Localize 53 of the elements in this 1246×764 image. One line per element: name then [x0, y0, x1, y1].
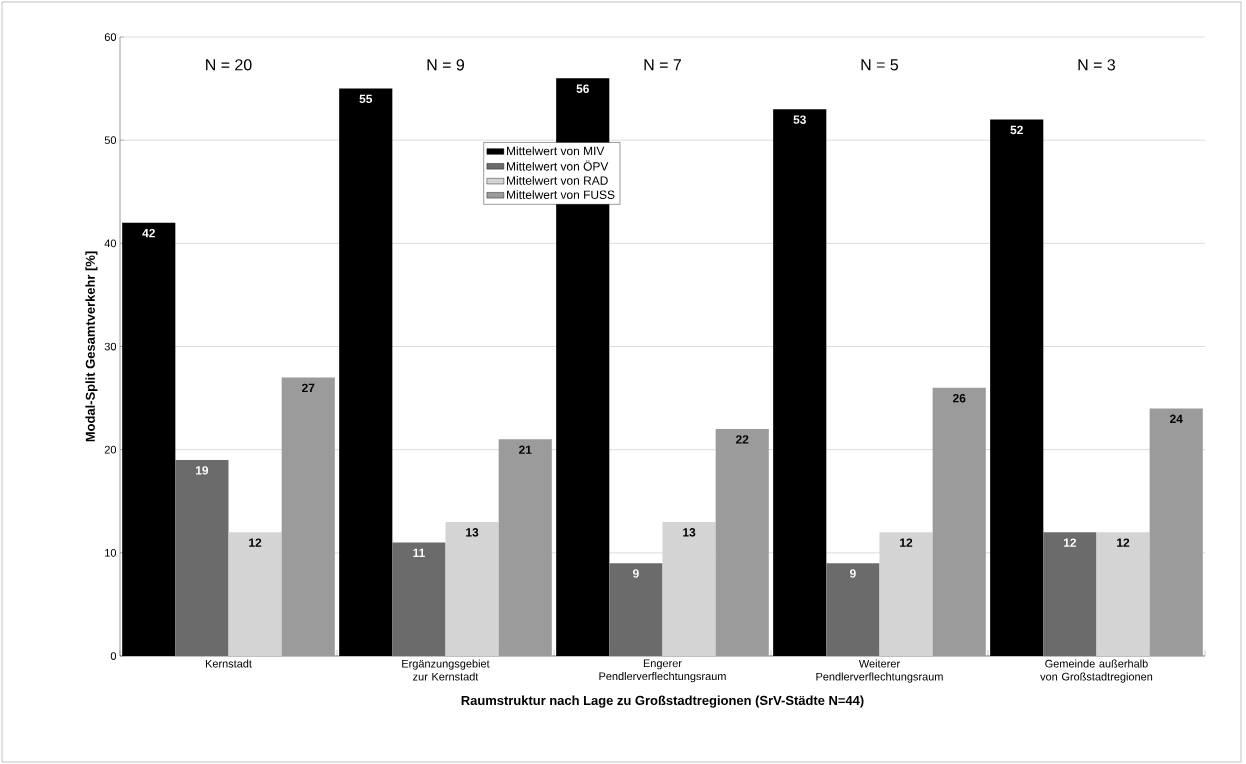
y-tick-label: 20: [104, 445, 117, 454]
x-tick-label: Weiterer Pendlerverflechtungsraum: [816, 659, 943, 683]
data-label: 9: [849, 569, 856, 578]
data-label: 13: [466, 528, 479, 537]
annotation: N = 20: [206, 59, 252, 71]
bar: [175, 459, 229, 656]
data-label: 56: [576, 84, 589, 93]
data-label: 12: [1117, 538, 1130, 547]
data-label: 13: [683, 528, 696, 537]
data-label: 55: [359, 94, 373, 104]
data-label: 12: [249, 538, 262, 547]
data-label: 22: [736, 435, 749, 444]
data-label: 21: [519, 445, 532, 454]
annotation: N = 3: [1078, 59, 1116, 71]
data-label: 12: [900, 538, 913, 547]
data-label: 12: [1063, 538, 1077, 547]
bar: [228, 532, 282, 656]
data-label: 42: [142, 228, 155, 238]
y-tick-label: 50: [104, 136, 117, 145]
annotation: N = 7: [644, 59, 681, 71]
x-tick-label: Kernstadt: [205, 659, 252, 668]
data-label: 19: [196, 466, 209, 475]
y-tick-label: 0: [110, 652, 117, 660]
annotation: N = 5: [861, 59, 899, 71]
legend-label: Mittelwert von FUSS: [507, 190, 615, 199]
data-label: 11: [413, 548, 425, 557]
data-label: 24: [1169, 414, 1183, 423]
annotation: N = 9: [427, 59, 464, 71]
data-label: 52: [1010, 125, 1023, 135]
legend-label: Mittelwert von MIV: [507, 146, 605, 156]
x-tick-label: Ergänzungsgebiet zur Kernstadt: [402, 659, 490, 681]
bar: [662, 521, 716, 656]
y-tick-label: 60: [104, 33, 117, 41]
bar: [1043, 532, 1097, 656]
bar: [445, 521, 499, 656]
bar: [1096, 532, 1150, 656]
legend-label: Mittelwert von ÖPV: [507, 160, 609, 171]
data-label: 27: [302, 383, 315, 392]
data-label: 26: [952, 393, 966, 403]
y-tick-label: 30: [104, 342, 117, 351]
x-tick-label: Engerer Pendlerverflechtungsraum: [599, 659, 726, 683]
legend-label: Mittelwert von RAD: [507, 176, 608, 185]
data-label: 53: [793, 115, 806, 124]
y-tick-label: 10: [105, 548, 117, 557]
bar: [609, 563, 663, 656]
bar: [826, 563, 880, 656]
y-tick-label: 40: [104, 239, 117, 248]
bar: [879, 532, 933, 656]
bar: [392, 542, 446, 656]
x-axis-title: Raumstruktur nach Lage zu Großstadtregionen (SrV-Städte N=44): [461, 695, 864, 708]
y-axis-title: Modal-Split Gesamtverkehr [%]: [85, 251, 98, 442]
data-label: 9: [633, 569, 639, 578]
x-tick-label: Gemeinde außerhalb von Großstadtregionen: [1040, 659, 1153, 683]
